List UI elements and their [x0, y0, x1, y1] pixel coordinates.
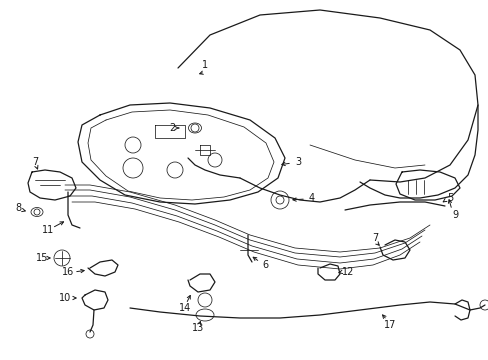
Text: 10: 10: [59, 293, 71, 303]
Text: 3: 3: [294, 157, 301, 167]
Text: 14: 14: [179, 303, 191, 313]
Text: 1: 1: [202, 60, 207, 70]
Text: 13: 13: [191, 323, 203, 333]
Text: 7: 7: [32, 157, 38, 167]
Text: 2: 2: [168, 123, 175, 133]
Text: 6: 6: [262, 260, 267, 270]
Text: 17: 17: [383, 320, 395, 330]
Text: 15: 15: [36, 253, 48, 263]
Text: 16: 16: [62, 267, 74, 277]
Text: 4: 4: [308, 193, 314, 203]
Text: 9: 9: [451, 210, 457, 220]
Text: 11: 11: [42, 225, 54, 235]
Text: 5: 5: [446, 193, 452, 203]
Text: 12: 12: [341, 267, 353, 277]
Text: 8: 8: [15, 203, 21, 213]
Text: 7: 7: [371, 233, 377, 243]
